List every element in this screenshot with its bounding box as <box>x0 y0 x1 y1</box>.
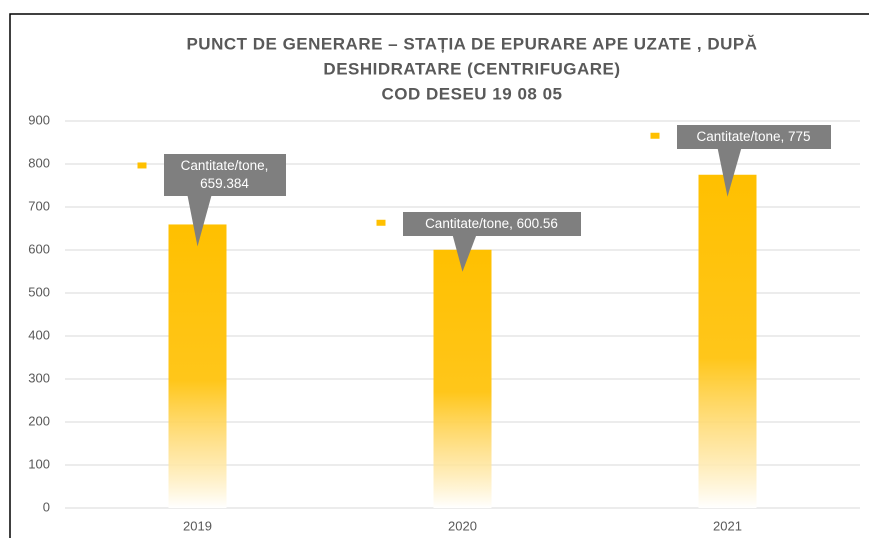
y-tick-label: 900 <box>28 112 50 127</box>
callout-pointer <box>187 195 212 247</box>
frame <box>9 13 869 538</box>
callout-pointer <box>717 147 742 197</box>
data-label: Cantitate/tone, 600.56 <box>402 211 581 236</box>
legend-key <box>650 132 660 139</box>
bar <box>698 174 757 508</box>
y-tick-label: 800 <box>28 155 50 170</box>
x-tick-label: 2019 <box>183 518 212 533</box>
data-label: Cantitate/tone, 659.384 <box>163 154 286 197</box>
y-tick-label: 100 <box>28 456 50 471</box>
x-tick-label: 2021 <box>713 518 742 533</box>
y-tick-label: 600 <box>28 241 50 256</box>
y-tick-label: 0 <box>43 499 50 514</box>
y-tick-label: 200 <box>28 413 50 428</box>
bar <box>168 224 227 508</box>
bar <box>433 249 492 508</box>
chart-title: PUNCT DE GENERARE – STAȚIA DE EPURARE AP… <box>186 34 757 53</box>
chart-title: COD DESEU 19 08 05 <box>382 84 563 103</box>
y-tick-label: 300 <box>28 370 50 385</box>
legend-key <box>137 162 147 169</box>
y-tick-label: 500 <box>28 284 50 299</box>
x-tick-label: 2020 <box>448 518 477 533</box>
data-label: Cantitate/tone, 775 <box>676 124 831 149</box>
chart-title: DESHIDRATARE (CENTRIFUGARE) <box>323 59 620 78</box>
y-tick-label: 400 <box>28 327 50 342</box>
legend-key <box>376 219 386 226</box>
y-tick-label: 700 <box>28 198 50 213</box>
callout-pointer <box>452 234 477 272</box>
